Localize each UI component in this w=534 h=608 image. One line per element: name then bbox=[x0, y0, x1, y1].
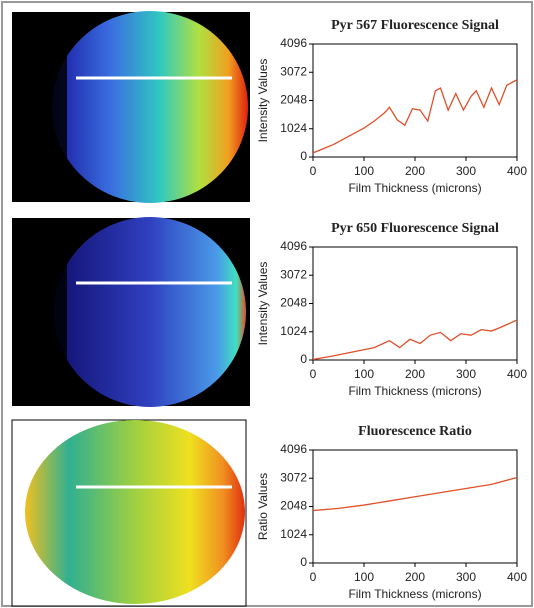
y-tick-label: 1024 bbox=[280, 121, 307, 135]
y-tick-label: 4096 bbox=[280, 36, 307, 50]
y-tick-label: 0 bbox=[300, 149, 307, 163]
y-tick-label: 2048 bbox=[280, 93, 307, 107]
x-tick-label: 0 bbox=[310, 164, 317, 178]
y-tick-label: 3072 bbox=[280, 267, 307, 281]
x-axis-label: Film Thickness (microns) bbox=[348, 384, 481, 398]
y-tick-label: 4096 bbox=[280, 239, 307, 253]
x-tick-label: 0 bbox=[310, 367, 317, 381]
y-tick-label: 3072 bbox=[280, 470, 307, 484]
x-tick-label: 300 bbox=[456, 367, 476, 381]
image-3 bbox=[11, 419, 247, 607]
image-2 bbox=[12, 217, 250, 407]
x-tick-label: 100 bbox=[354, 367, 374, 381]
y-axis-label: Intensity Values bbox=[256, 59, 270, 143]
plot-frame bbox=[312, 246, 518, 361]
y-tick-label: 0 bbox=[300, 555, 307, 569]
image-1 bbox=[12, 11, 250, 203]
x-tick-label: 100 bbox=[354, 164, 374, 178]
chart-title: Fluorescence Ratio bbox=[358, 424, 472, 439]
y-axis-label: Intensity Values bbox=[256, 262, 270, 346]
data-line bbox=[312, 79, 518, 154]
chart-title: Pyr 567 Fluorescence Signal bbox=[331, 18, 499, 33]
y-tick-label: 0 bbox=[300, 352, 307, 366]
chart-title: Pyr 650 Fluorescence Signal bbox=[331, 221, 499, 236]
x-tick-label: 100 bbox=[354, 570, 374, 584]
y-tick-label: 1024 bbox=[280, 324, 307, 338]
x-tick-label: 400 bbox=[507, 164, 527, 178]
plot-frame bbox=[312, 449, 518, 564]
y-tick-label: 3072 bbox=[280, 64, 307, 78]
x-tick-label: 0 bbox=[310, 570, 317, 584]
data-line bbox=[312, 319, 518, 361]
data-line bbox=[312, 476, 518, 512]
x-tick-label: 200 bbox=[405, 164, 425, 178]
y-tick-label: 2048 bbox=[280, 296, 307, 310]
x-tick-label: 300 bbox=[456, 164, 476, 178]
x-axis-label: Film Thickness (microns) bbox=[348, 587, 481, 601]
y-tick-label: 4096 bbox=[280, 442, 307, 456]
x-tick-label: 300 bbox=[456, 570, 476, 584]
y-axis-label: Ratio Values bbox=[256, 473, 270, 540]
x-tick-label: 400 bbox=[507, 367, 527, 381]
x-tick-label: 200 bbox=[405, 367, 425, 381]
y-tick-label: 1024 bbox=[280, 527, 307, 541]
x-tick-label: 200 bbox=[405, 570, 425, 584]
x-tick-label: 400 bbox=[507, 570, 527, 584]
x-axis-label: Film Thickness (microns) bbox=[348, 181, 481, 195]
y-tick-label: 2048 bbox=[280, 499, 307, 513]
